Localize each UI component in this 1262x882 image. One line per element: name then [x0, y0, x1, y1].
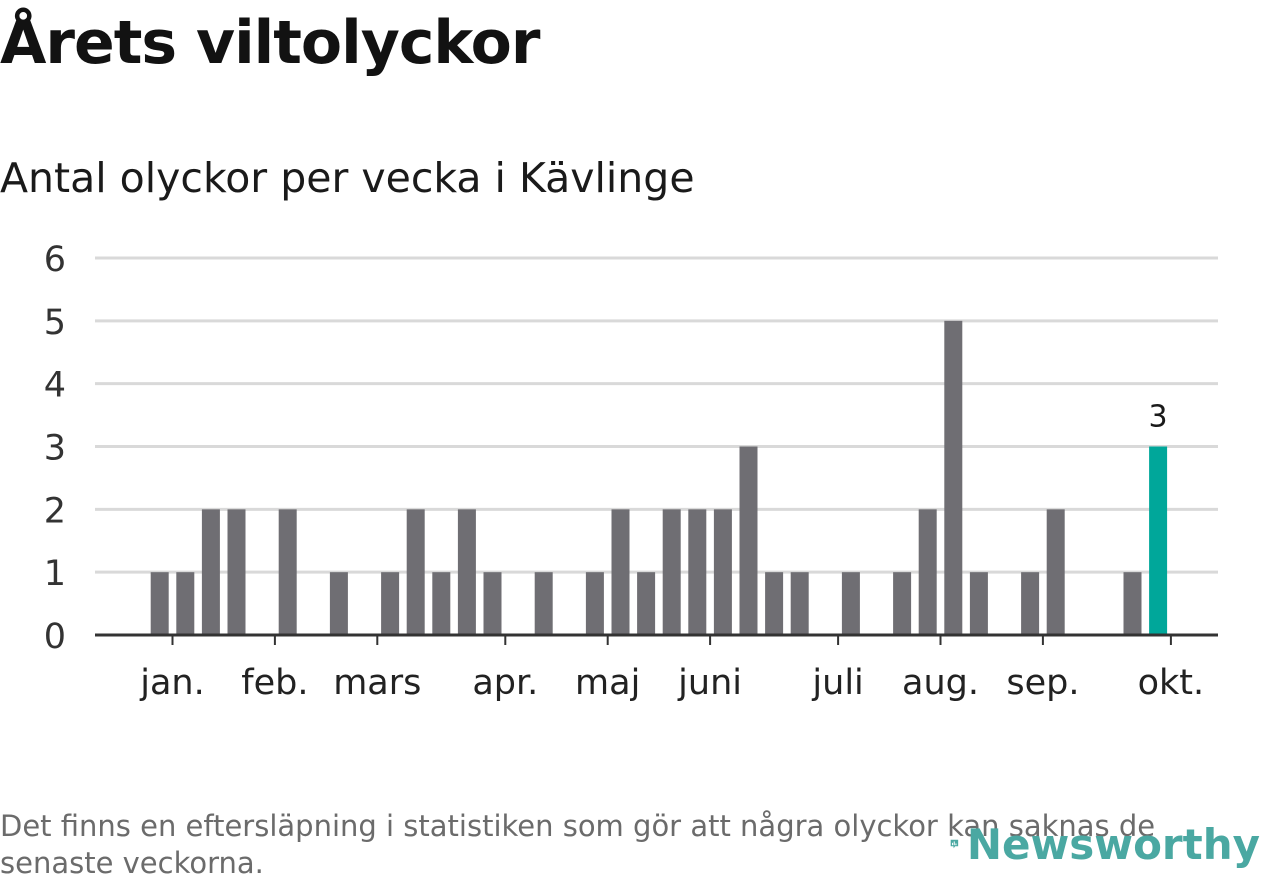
x-tick-label: maj — [575, 663, 640, 703]
bar — [637, 572, 656, 635]
bar — [918, 509, 937, 635]
chart-title: Årets viltolyckor — [0, 8, 540, 78]
bar — [150, 572, 169, 635]
chart-subtitle: Antal olyckor per vecka i Kävlinge — [0, 154, 695, 202]
bar — [1123, 572, 1142, 635]
newsworthy-logo[interactable]: Newsworthy — [950, 812, 1260, 876]
bar — [1046, 509, 1065, 635]
y-axis-labels: 0 1 2 3 4 5 6 — [44, 240, 66, 657]
bar-chart: 0 1 2 3 4 5 6 jan. feb. mars apr. maj juni juli aug. s… — [44, 240, 1218, 703]
bar — [278, 509, 297, 635]
x-tick-label: jan. — [139, 663, 204, 703]
highlighted-bar — [1149, 446, 1168, 635]
bar — [893, 572, 912, 635]
bar — [457, 509, 476, 635]
x-tick-label: apr. — [472, 663, 538, 703]
bar — [406, 509, 425, 635]
y-tick-label: 1 — [44, 554, 66, 594]
bar — [483, 572, 502, 635]
bar — [329, 572, 348, 635]
logo-text: Newsworthy — [966, 819, 1260, 869]
bar — [841, 572, 860, 635]
footnote: Det finns en eftersläpning i statistiken… — [0, 809, 1156, 880]
bar — [969, 572, 988, 635]
annotations: 3 — [1149, 400, 1168, 435]
x-tick-label: mars — [333, 663, 421, 703]
x-tick-label: feb. — [241, 663, 308, 703]
bars — [150, 320, 1168, 635]
y-tick-label: 6 — [44, 240, 66, 280]
y-tick-label: 4 — [44, 366, 66, 406]
bar — [227, 509, 246, 635]
bar — [765, 572, 784, 635]
bar — [585, 572, 604, 635]
y-tick-label: 5 — [44, 303, 66, 343]
y-tick-label: 0 — [44, 617, 66, 657]
bar — [201, 509, 220, 635]
x-tick-label: juli — [811, 663, 863, 703]
bar — [688, 509, 707, 635]
y-tick-label: 3 — [44, 429, 66, 469]
bar — [611, 509, 630, 635]
bar — [1021, 572, 1040, 635]
bar — [790, 572, 809, 635]
bar — [432, 572, 451, 635]
y-tick-label: 2 — [44, 491, 66, 531]
x-tick-label: okt. — [1138, 663, 1205, 703]
bar — [713, 509, 732, 635]
highlight-value-label: 3 — [1149, 400, 1168, 435]
x-tick-label: juni — [677, 663, 742, 703]
x-tick-label: aug. — [902, 663, 979, 703]
newsworthy-logo-icon — [950, 839, 959, 849]
bar — [739, 446, 758, 635]
x-tick-label: sep. — [1006, 663, 1079, 703]
x-axis-ticks: jan. feb. mars apr. maj juni juli aug. sep. okt. — [139, 635, 1204, 703]
bar — [944, 320, 963, 635]
bar — [662, 509, 681, 635]
bar — [534, 572, 553, 635]
bar — [381, 572, 400, 635]
bar — [176, 572, 195, 635]
